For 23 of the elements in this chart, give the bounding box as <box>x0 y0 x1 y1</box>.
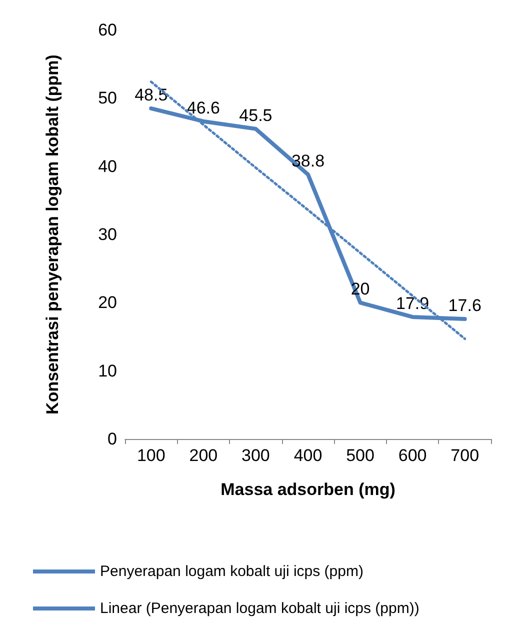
data-label: 46.6 <box>186 98 220 118</box>
x-tick-label: 500 <box>346 446 374 465</box>
y-tick-label: 20 <box>98 293 117 312</box>
data-label: 38.8 <box>291 152 325 171</box>
y-tick-label: 50 <box>98 88 117 108</box>
y-tick-label: 30 <box>98 225 117 244</box>
legend-label: Penyerapan logam kobalt uji icps (ppm) <box>100 563 364 580</box>
x-tick-label: 400 <box>294 446 322 465</box>
data-label: 45.5 <box>239 106 272 125</box>
data-label: 17.6 <box>448 296 482 316</box>
x-tick-label: 700 <box>450 446 480 465</box>
y-tick-label: 60 <box>98 20 117 40</box>
x-tick-label: 600 <box>398 446 427 465</box>
y-tick-label: 0 <box>108 430 117 448</box>
x-tick-label: 200 <box>189 446 218 465</box>
x-axis-title: Massa adsorben (mg) <box>220 480 396 499</box>
y-axis-title: Konsentrasi penyerapan logam kobalt (ppm) <box>43 54 62 414</box>
y-tick-label: 10 <box>98 361 117 380</box>
legend-label: Linear (Penyerapan logam kobalt uji icps (ppm)) <box>100 600 420 617</box>
y-tick-label: 40 <box>98 156 117 176</box>
x-tick-label: 100 <box>136 446 166 465</box>
data-label: 48.5 <box>134 85 168 104</box>
x-tick-label: 300 <box>242 446 270 465</box>
